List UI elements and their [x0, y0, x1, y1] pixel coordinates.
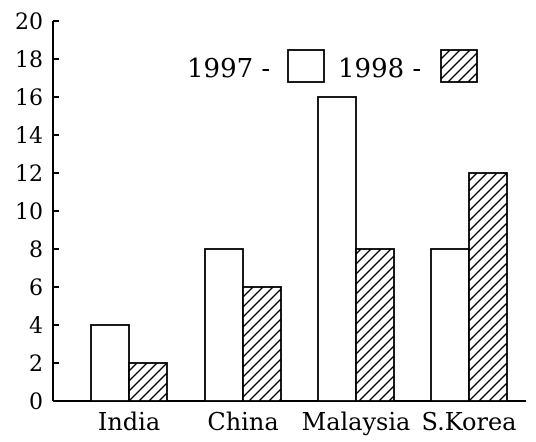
- y-tick-label: 10: [15, 200, 43, 225]
- bars: [90, 96, 508, 402]
- bar-1998-malaysia: [355, 248, 395, 402]
- bar-1997-india: [90, 324, 130, 402]
- bar-1997-skorea: [430, 248, 470, 402]
- y-tick-label: 18: [15, 48, 43, 73]
- y-tick-label: 12: [15, 162, 43, 187]
- y-tick-label: 0: [29, 390, 43, 415]
- y-tick-label: 6: [29, 276, 43, 301]
- bar-1997-malaysia: [317, 96, 357, 402]
- y-tick-label: 16: [15, 86, 43, 111]
- legend: 1997 - 1998 -: [187, 49, 478, 84]
- y-tick-label: 20: [15, 10, 43, 35]
- y-tick-label: 8: [29, 238, 43, 263]
- x-tick-label: Malaysia: [302, 408, 411, 436]
- legend-label-1998: 1998 -: [338, 54, 421, 84]
- x-tick-label: India: [98, 408, 160, 436]
- bar-1998-china: [242, 286, 282, 402]
- y-tick-label: 2: [29, 352, 43, 377]
- y-axis-ticks: 0 2 4 6 8 10 12 14 16 18 20: [15, 10, 59, 415]
- bar-1998-india: [128, 362, 168, 402]
- x-tick-label: S.Korea: [422, 408, 517, 436]
- legend-label-1997: 1997 -: [187, 54, 270, 84]
- y-tick-label: 14: [15, 124, 43, 149]
- y-tick-label: 4: [29, 314, 43, 339]
- bar-1997-china: [204, 248, 244, 402]
- x-axis-labels: India China Malaysia S.Korea: [98, 408, 517, 436]
- legend-swatch-1997: [287, 49, 325, 83]
- x-tick-label: China: [207, 408, 278, 436]
- bar-1998-skorea: [468, 172, 508, 402]
- legend-swatch-1998: [440, 49, 478, 83]
